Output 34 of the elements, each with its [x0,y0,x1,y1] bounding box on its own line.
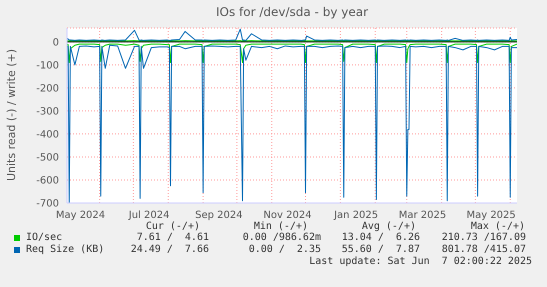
x-tick-label: May 2024 [56,210,106,222]
y-tick-label: -400 [36,129,59,140]
y-tick-label: -600 [36,176,59,187]
y-tick-label: -300 [36,106,59,118]
y-tick-label: 0 [52,37,59,48]
x-tick-label: Sep 2024 [195,210,243,222]
legend-label: IO/sec [26,232,62,243]
y-axis-title: Units read (-) / write (+) [4,48,19,184]
chart-title: IOs for /dev/sda - by year [214,5,370,19]
legend-label: Req Size (KB) [26,244,104,255]
text: 24.49 / 7.66 [130,244,209,255]
text: 0.00 /986.62m [242,232,321,243]
x-tick-label: Jul 2024 [128,210,170,222]
x-tick-label: Nov 2024 [263,210,312,222]
y-tick-label: -100 [36,60,59,72]
text: 210.73 /167.09 [442,232,526,243]
text: 55.60 / 7.87 [342,244,420,255]
text: Last update: Sat Jun 7 02:00:22 2025 [309,256,532,267]
x-tick-label: May 2025 [466,210,516,222]
text: Avg (-/+) [362,221,416,232]
y-tick-label: -200 [36,83,59,94]
text: 0.00 / 2.35 [248,244,321,255]
text: 13.04 / 6.26 [342,232,420,243]
x-tick-label: Mar 2025 [398,210,446,222]
text: Max (-/+) [470,221,525,232]
text: 7.61 / 4.61 [136,232,209,243]
text: Min (-/+) [254,221,308,232]
y-tick-label: -500 [36,152,59,164]
line-series [67,44,517,64]
line-series [67,28,517,41]
text: Cur (-/+) [146,221,200,232]
text: 801.78 /415.07 [442,244,526,255]
x-tick-label: Jan 2025 [333,210,378,222]
y-tick-label: -700 [36,198,59,210]
